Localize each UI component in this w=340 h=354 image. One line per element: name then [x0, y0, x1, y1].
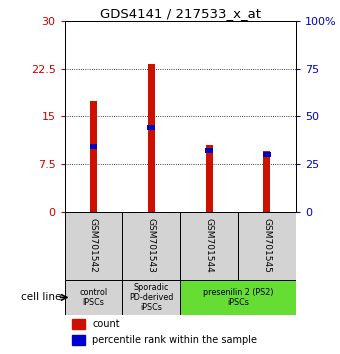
- Bar: [264, 152, 270, 212]
- FancyBboxPatch shape: [180, 280, 296, 315]
- Title: GDS4141 / 217533_x_at: GDS4141 / 217533_x_at: [100, 7, 261, 20]
- Bar: [205, 148, 213, 153]
- FancyBboxPatch shape: [65, 280, 122, 315]
- Bar: [148, 64, 155, 212]
- Bar: [263, 152, 271, 157]
- Bar: [89, 144, 98, 149]
- Text: count: count: [92, 319, 120, 329]
- FancyBboxPatch shape: [122, 212, 180, 280]
- Text: GSM701545: GSM701545: [262, 218, 271, 273]
- Bar: [147, 125, 155, 130]
- Text: GSM701542: GSM701542: [89, 218, 98, 273]
- Text: presenilin 2 (PS2)
iPSCs: presenilin 2 (PS2) iPSCs: [203, 288, 273, 307]
- FancyBboxPatch shape: [238, 212, 296, 280]
- Bar: [71, 319, 85, 329]
- Bar: [71, 335, 85, 345]
- Bar: [206, 145, 212, 212]
- Text: GSM701544: GSM701544: [205, 218, 214, 273]
- Text: Sporadic
PD-derived
iPSCs: Sporadic PD-derived iPSCs: [129, 282, 173, 312]
- Text: GSM701543: GSM701543: [147, 218, 156, 273]
- FancyBboxPatch shape: [180, 212, 238, 280]
- Text: cell line: cell line: [21, 292, 62, 302]
- Bar: [90, 101, 97, 212]
- FancyBboxPatch shape: [65, 212, 122, 280]
- FancyBboxPatch shape: [122, 280, 180, 315]
- Text: percentile rank within the sample: percentile rank within the sample: [92, 335, 257, 345]
- Text: control
IPSCs: control IPSCs: [80, 288, 107, 307]
